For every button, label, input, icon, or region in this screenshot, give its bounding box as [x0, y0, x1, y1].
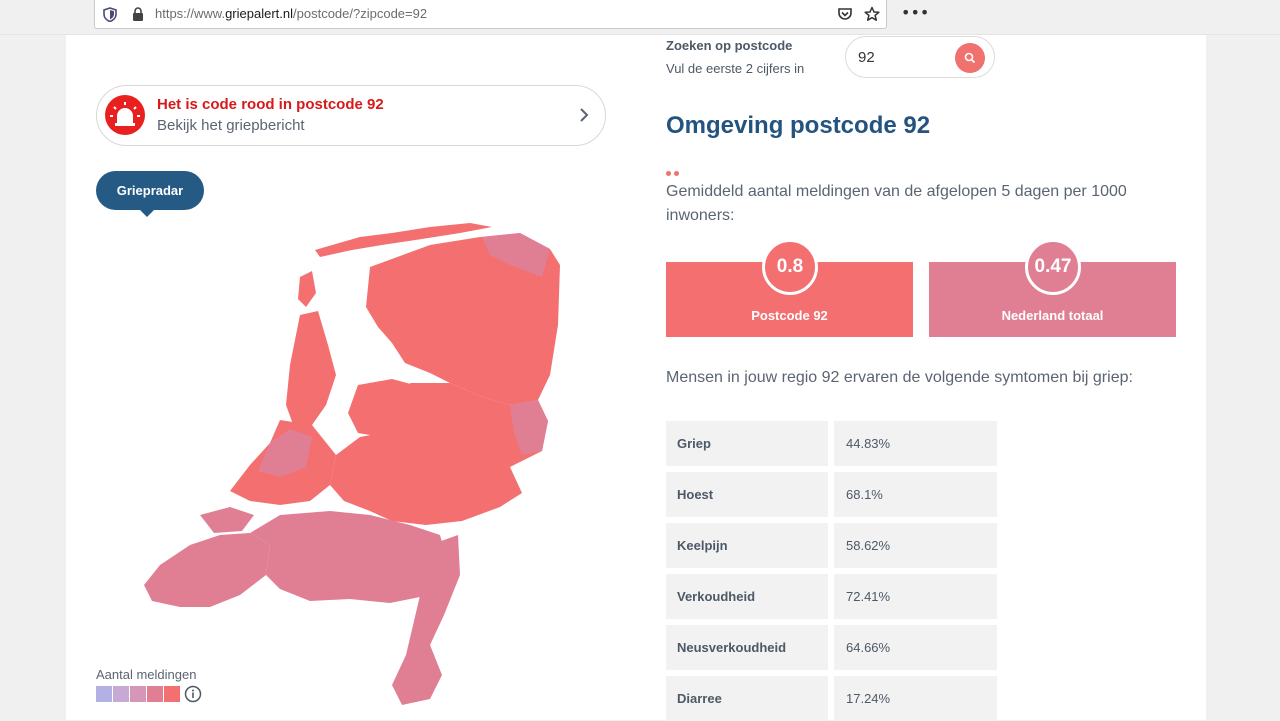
table-row: Verkoudheid 72.41%: [666, 574, 997, 619]
table-row: Diarree 17.24%: [666, 676, 997, 721]
postcode-search-field[interactable]: [845, 36, 995, 78]
region-twente: [510, 400, 548, 455]
alert-title: Het is code rood in postcode 92: [157, 96, 384, 113]
bookmark-star-icon[interactable]: [864, 6, 880, 22]
symptom-value: 17.24%: [834, 676, 997, 721]
stat-value: 0.47: [1025, 239, 1081, 295]
region-limburg: [392, 535, 460, 705]
region-description: Gemiddeld aantal meldingen van de afgelo…: [666, 183, 1127, 224]
griepradar-tab[interactable]: Griepradar: [96, 171, 204, 210]
netherlands-map[interactable]: [130, 215, 570, 715]
symptom-name: Griep: [666, 421, 828, 466]
search-hint: Vul de eerste 2 cijfers in: [666, 61, 805, 76]
region-title: Omgeving postcode 92: [666, 112, 931, 139]
info-icon[interactable]: [184, 685, 202, 703]
table-row: Neusverkoudheid 64.66%: [666, 625, 997, 670]
symptom-value: 64.66%: [834, 625, 997, 670]
stat-label: Postcode 92: [751, 308, 828, 323]
symptom-value: 44.83%: [834, 421, 997, 466]
search-icon: [964, 52, 976, 64]
griepradar-pointer: [139, 209, 155, 217]
legend-swatch: [130, 686, 146, 702]
url-domain: griepalert.nl: [225, 6, 294, 21]
alert-subtitle: Bekijk het griepbericht: [157, 117, 305, 134]
stat-value: 0.8: [762, 239, 818, 295]
page-actions-menu-icon[interactable]: •••: [901, 3, 930, 22]
symptom-name: Hoest: [666, 472, 828, 517]
symptom-value: 58.62%: [834, 523, 997, 568]
symptom-name: Neusverkoudheid: [666, 625, 828, 670]
texel-island: [298, 271, 316, 307]
legend-swatch: [164, 686, 180, 702]
search-button[interactable]: [955, 43, 985, 73]
table-row: Keelpijn 58.62%: [666, 523, 997, 568]
legend-swatches: [96, 686, 181, 702]
symptom-value: 72.41%: [834, 574, 997, 619]
region-noord-holland: [286, 311, 336, 427]
legend-swatch: [96, 686, 112, 702]
symptom-value: 68.1%: [834, 472, 997, 517]
code-red-alert-banner[interactable]: Het is code rood in postcode 92 Bekijk h…: [96, 85, 606, 146]
accent-dots: [666, 161, 682, 180]
symptoms-intro: Mensen in jouw regio 92 ervaren de volge…: [666, 369, 1133, 386]
url-text[interactable]: https://www.griepalert.nl/postcode/?zipc…: [155, 6, 427, 21]
region-central-east: [330, 383, 548, 525]
url-path: /postcode/?zipcode=92: [293, 6, 428, 21]
legend-label: Aantal meldingen: [96, 667, 197, 682]
search-label: Zoeken op postcode: [666, 38, 793, 53]
url-prefix: https://www.: [155, 6, 226, 21]
region-zeeland-islands: [200, 507, 254, 533]
chevron-right-icon: [580, 108, 589, 122]
symptom-name: Keelpijn: [666, 523, 828, 568]
table-row: Griep 44.83%: [666, 421, 997, 466]
tracking-shield-icon[interactable]: [103, 7, 117, 22]
region-noord-brabant: [250, 511, 450, 603]
wadden-islands: [315, 223, 492, 257]
stat-card-postcode: 0.8 Postcode 92: [666, 239, 913, 337]
symptom-name: Diarree: [666, 676, 828, 721]
postcode-input[interactable]: [858, 47, 948, 67]
stat-label: Nederland totaal: [1001, 308, 1104, 323]
region-zuid-holland-west: [258, 429, 312, 477]
region-flevoland: [348, 379, 430, 437]
lock-icon[interactable]: [132, 7, 144, 21]
region-north-east: [366, 233, 560, 405]
region-zeeland: [144, 533, 270, 607]
page-content: [66, 35, 1206, 720]
pocket-icon[interactable]: [837, 6, 853, 22]
region-groningen-east: [482, 233, 550, 277]
toolbar-divider: [0, 34, 1280, 35]
legend-swatch: [147, 686, 163, 702]
legend-swatch: [113, 686, 129, 702]
symptom-name: Verkoudheid: [666, 574, 828, 619]
table-row: Hoest 68.1%: [666, 472, 997, 517]
alarm-siren-icon: [105, 95, 145, 135]
url-bar[interactable]: https://www.griepalert.nl/postcode/?zipc…: [94, 0, 929, 29]
stat-card-nederland: 0.47 Nederland totaal: [929, 239, 1176, 337]
